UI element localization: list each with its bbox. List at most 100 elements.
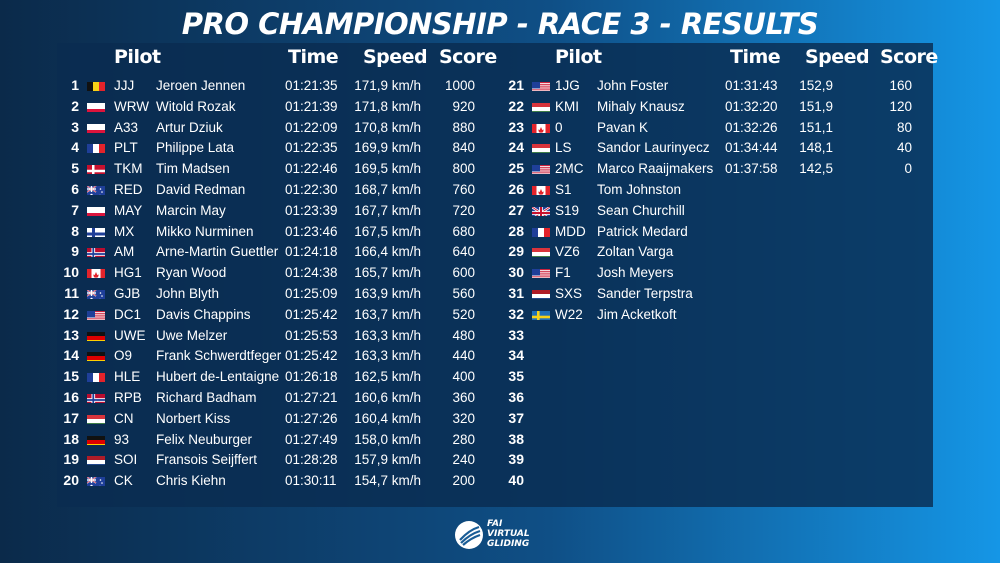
header-pilot-right: Pilot (555, 46, 602, 68)
glider-code-cell: TKM (114, 161, 143, 177)
time-cell: 01:34:44 (725, 140, 778, 156)
pilot-name-cell: Chris Kiehn (156, 473, 226, 489)
rank-cell: 38 (508, 430, 524, 447)
glider-code-cell: S19 (555, 202, 580, 218)
speed-cell: 171,9 km/h (354, 78, 421, 93)
norway-flag-icon (87, 245, 105, 258)
glider-code-cell: CK (114, 473, 133, 489)
time-cell: 01:30:11 (285, 473, 337, 489)
glider-code-cell: PLT (114, 140, 138, 156)
glider-code-cell: 2MC (555, 161, 584, 177)
hungary-flag-icon (532, 141, 550, 154)
glider-code-cell: VZ6 (555, 244, 580, 260)
rank-cell: 30 (508, 264, 524, 281)
table-row: 34 (0, 345, 1000, 366)
table-row: 25 2MC Marco Raaijmakers 01:37:58 142,5 0 (0, 158, 1000, 179)
table-row: 19 SOI Fransois Seijffert 01:28:28 157,9 km/… (0, 449, 1000, 470)
rank-cell: 31 (508, 285, 524, 301)
score-cell: 760 (452, 182, 475, 197)
time-cell: 01:27:26 (285, 410, 338, 426)
glider-code-cell: AM (114, 244, 135, 260)
score-cell: 880 (452, 119, 475, 135)
speed-cell: 169,5 km/h (354, 161, 421, 177)
pilot-name-cell: Richard Badham (156, 390, 257, 405)
time-cell: 01:32:20 (725, 98, 778, 114)
pilot-name-cell: Mikko Nurminen (156, 223, 254, 239)
rank-cell: 22 (508, 97, 524, 114)
score-cell: 280 (452, 431, 475, 447)
pilot-name-cell: Arne-Martin Guettler (156, 244, 279, 260)
speed-cell: 167,7 km/h (354, 202, 421, 218)
header-score-right: Score (880, 46, 938, 68)
score-cell: 240 (452, 452, 475, 468)
uk-flag-icon (532, 204, 550, 216)
glider-code-cell: W22 (555, 306, 583, 322)
table-row: 5 TKM Tim Madsen 01:22:46 169,5 km/h 800 (0, 158, 1000, 179)
time-cell: 01:21:39 (285, 98, 338, 114)
speed-cell: 151,9 (799, 98, 833, 114)
finland-flag-icon (87, 225, 105, 237)
table-row: 22 KMI Mihaly Knausz 01:32:20 151,9 120 (0, 96, 1000, 117)
hungary-flag-icon (532, 245, 550, 258)
pilot-name-cell: Witold Rozak (156, 98, 236, 114)
score-cell: 840 (452, 140, 475, 156)
time-cell: 01:25:09 (285, 286, 338, 301)
time-cell: 01:24:18 (285, 244, 338, 260)
rank-cell: 14 (63, 347, 79, 364)
france-flag-icon (87, 370, 105, 383)
table-row: 9 AM Arne-Martin Guettler 01:24:18 166,4 km/… (0, 241, 1000, 262)
rank-cell: 23 (508, 118, 524, 135)
rank-cell: 1 (71, 77, 79, 93)
pilot-name-cell: Uwe Melzer (156, 327, 228, 343)
table-row: 37 (0, 408, 1000, 429)
time-cell: 01:23:46 (285, 223, 338, 239)
sweden-flag-icon (532, 308, 550, 320)
glider-code-cell: SOI (114, 452, 138, 468)
table-row: 7 MAY Marcin May 01:23:39 167,7 km/h 720 (0, 200, 1000, 221)
time-cell: 01:22:46 (285, 161, 338, 177)
speed-cell: 148,1 (799, 140, 833, 156)
table-row: 39 (0, 449, 1000, 470)
table-row: 14 O9 Frank Schwerdtfeger 01:25:42 163,3 km/… (0, 345, 1000, 366)
time-cell: 01:25:42 (285, 348, 338, 364)
speed-cell: 170,8 km/h (354, 119, 421, 135)
header-score-left: Score (439, 46, 497, 68)
table-row: 32 W22 Jim Acketkoft (0, 304, 1000, 325)
speed-cell: 169,9 km/h (354, 140, 421, 156)
header-time-left: Time (288, 46, 339, 68)
table-row: 13 UWE Uwe Melzer 01:25:53 163,3 km/h 480 (0, 325, 1000, 346)
usa-flag-icon (532, 79, 550, 91)
table-row: 4 PLT Philippe Lata 01:22:35 169,9 km/h 840 (0, 137, 1000, 158)
hungary-flag-icon (532, 100, 550, 112)
rank-cell: 12 (63, 305, 79, 322)
score-cell: 440 (452, 348, 475, 364)
score-cell: 680 (452, 223, 475, 239)
table-row: 28 MDD Patrick Medard (0, 221, 1000, 242)
pilot-name-cell: John Blyth (156, 286, 220, 301)
pilot-name-cell: Sandor Laurinyecz (597, 140, 710, 156)
rank-cell: 6 (71, 181, 79, 197)
denmark-flag-icon (87, 162, 105, 175)
netherlands-flag-icon (87, 453, 105, 466)
glider-code-cell: DC1 (114, 306, 142, 322)
logo-line-3: GLIDING (487, 539, 530, 549)
glider-code-cell: RPB (114, 390, 142, 405)
time-cell: 01:24:38 (285, 265, 338, 281)
table-row: 10 HG1 Ryan Wood 01:24:38 165,7 km/h 600 (0, 262, 1000, 283)
score-cell: 0 (904, 161, 912, 177)
rank-cell: 17 (63, 409, 79, 426)
germany-flag-icon (87, 329, 105, 341)
rank-cell: 7 (71, 201, 79, 218)
time-cell: 01:22:30 (285, 182, 338, 197)
table-row: 36 (0, 387, 1000, 408)
glider-code-cell: LS (555, 140, 572, 156)
glider-code-cell: CN (114, 410, 134, 426)
score-cell: 1000 (444, 78, 475, 93)
pilot-name-cell: Zoltan Varga (597, 244, 674, 260)
pilot-name-cell: Philippe Lata (156, 140, 235, 156)
glider-code-cell: UWE (114, 327, 146, 343)
glider-code-cell: 93 (114, 431, 130, 447)
france-flag-icon (87, 141, 105, 154)
rank-cell: 34 (508, 347, 524, 364)
